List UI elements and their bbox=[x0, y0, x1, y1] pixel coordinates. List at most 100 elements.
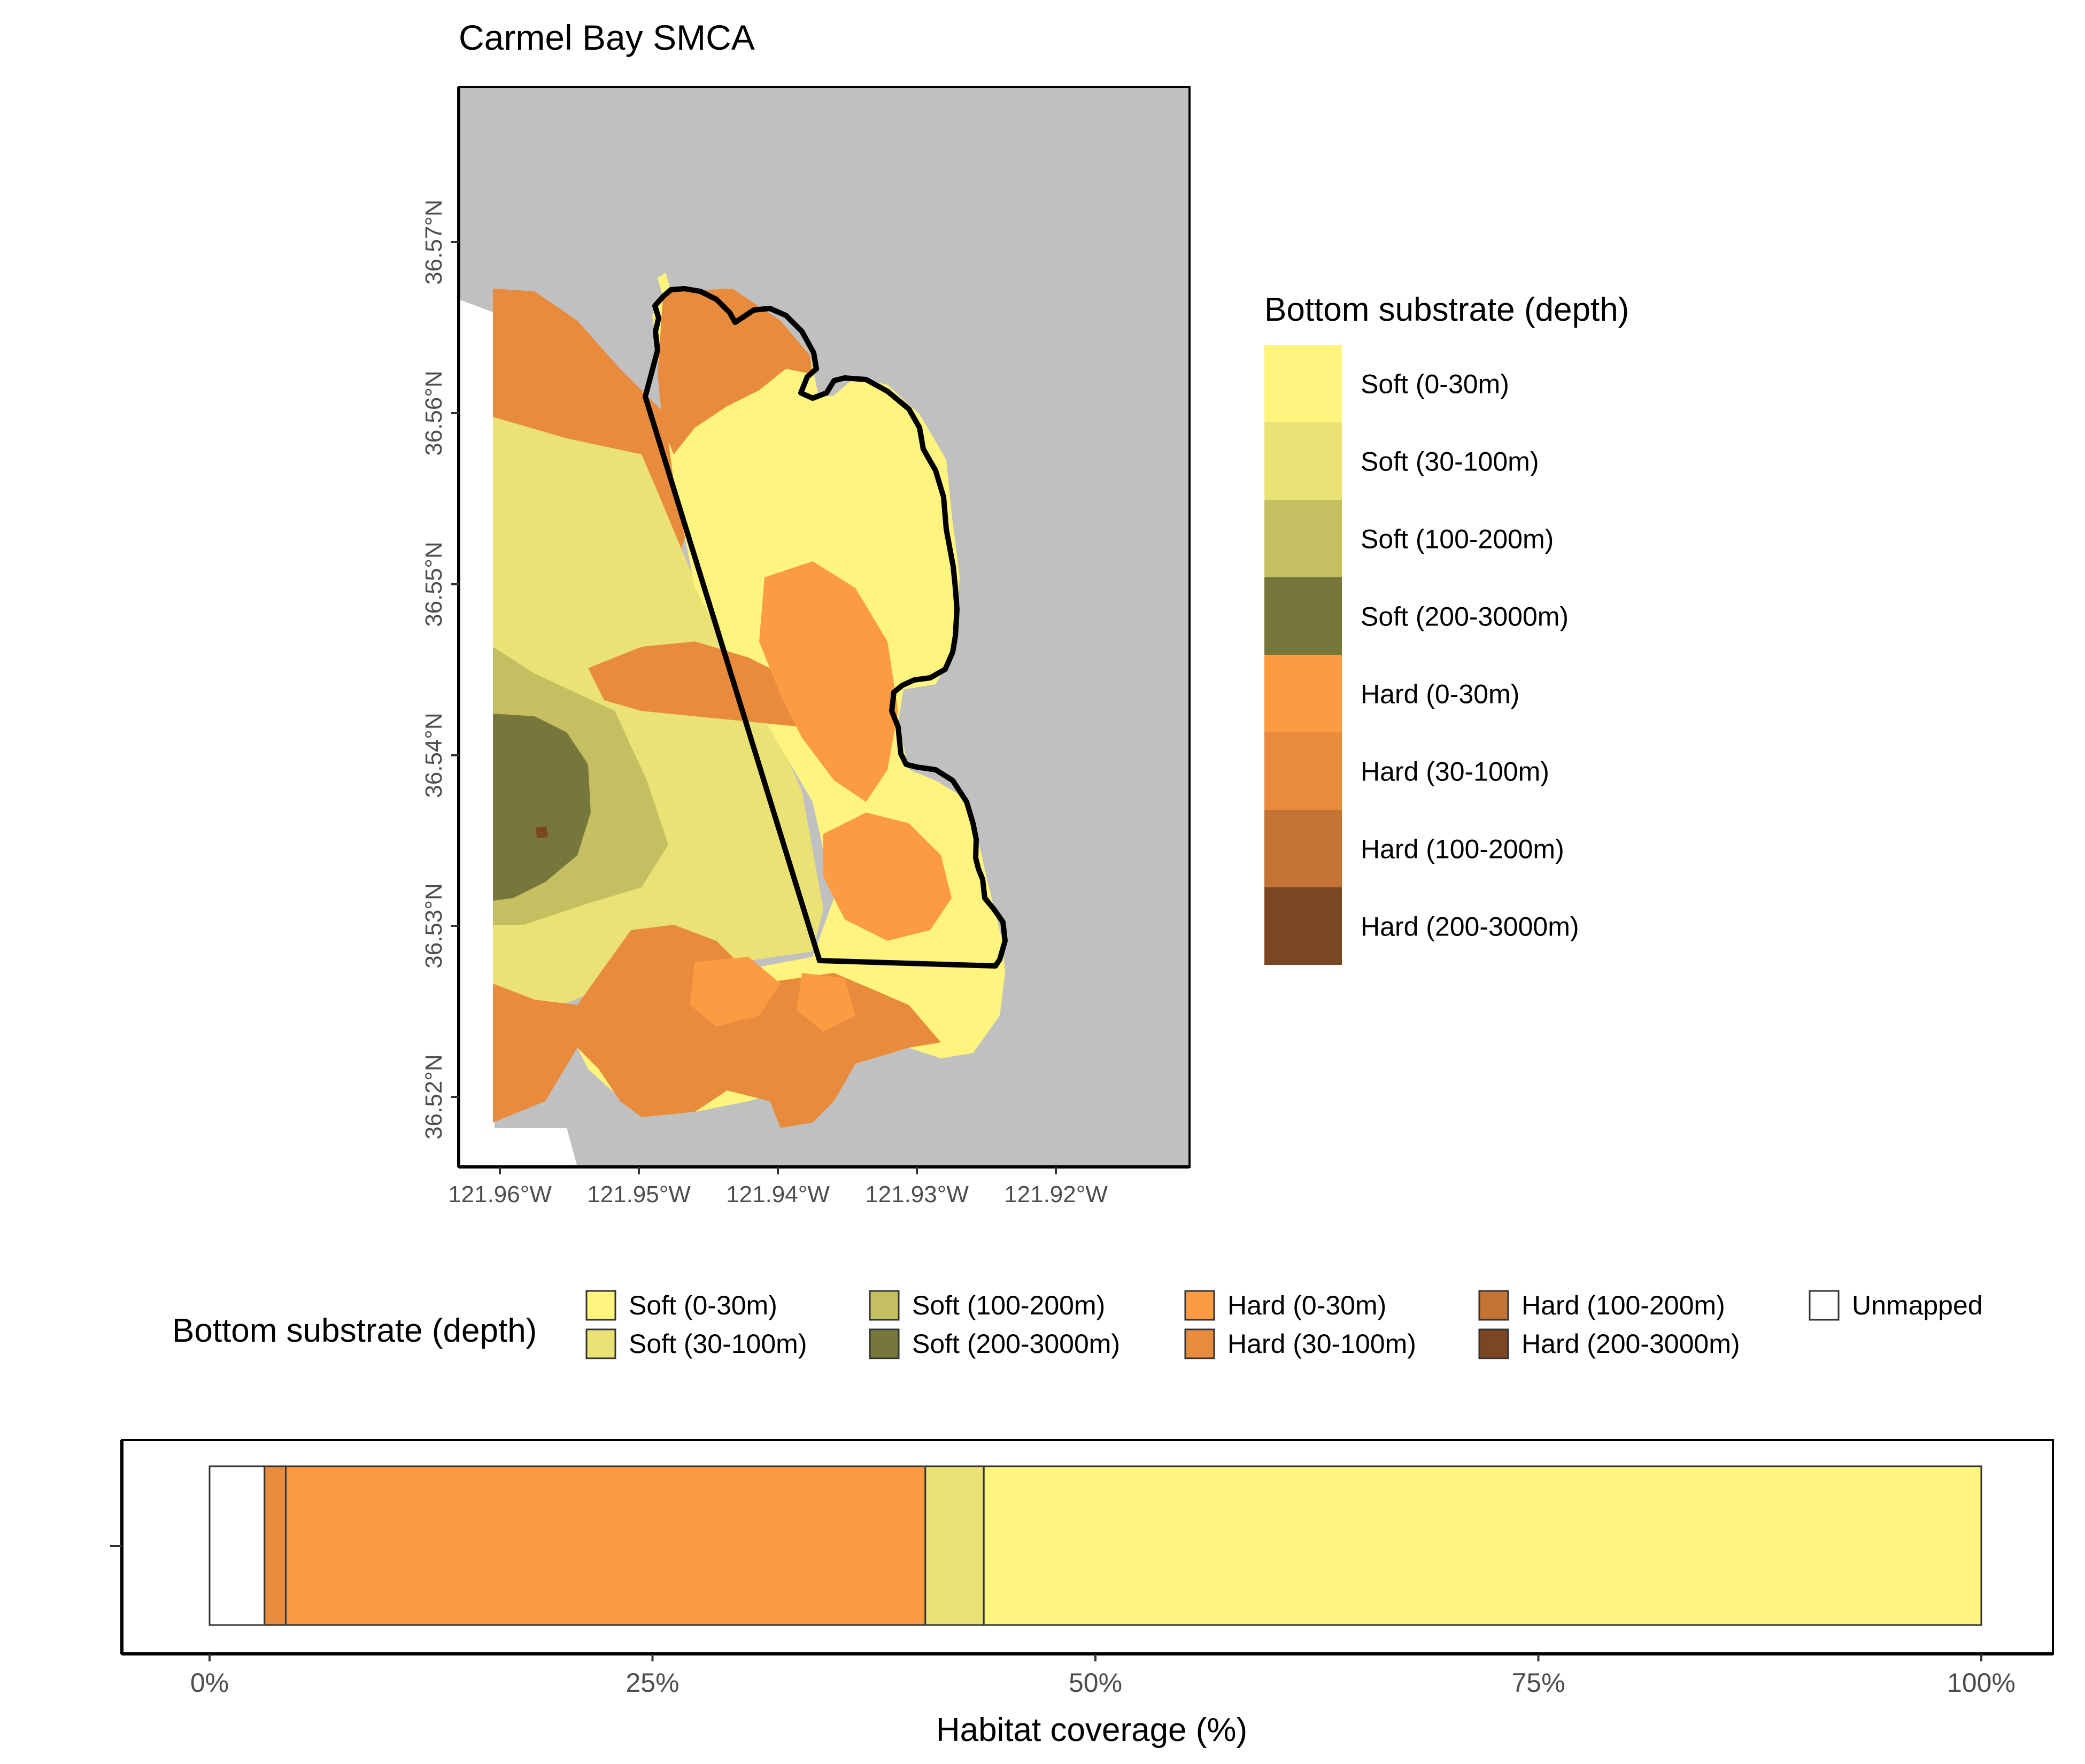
unmapped-area bbox=[459, 299, 577, 1167]
legend-right: Bottom substrate (depth) Soft (0-30m)Sof… bbox=[1264, 291, 1629, 965]
legend-bottom-item: Hard (100-200m) bbox=[1478, 1290, 1725, 1321]
lat-tick-label: 36.54°N bbox=[421, 713, 447, 798]
x-tick: 25% bbox=[626, 1654, 679, 1698]
legend-key bbox=[1264, 655, 1342, 732]
legend-right-item: Soft (30-100m) bbox=[1264, 422, 1539, 500]
lat-tick: 36.55°N bbox=[421, 541, 459, 627]
lon-tick: 121.93°W bbox=[865, 1167, 969, 1208]
legend-bottom-item: Soft (200-3000m) bbox=[869, 1328, 1120, 1359]
legend-bottom-item: Soft (100-200m) bbox=[869, 1290, 1105, 1321]
lon-tick: 121.95°W bbox=[587, 1167, 691, 1208]
legend-bottom-item: Hard (0-30m) bbox=[1184, 1290, 1386, 1321]
bar-segment[interactable] bbox=[924, 1465, 985, 1626]
legend-key bbox=[1809, 1290, 1840, 1321]
x-tick: 0% bbox=[190, 1654, 229, 1698]
lon-tick-label: 121.94°W bbox=[726, 1181, 830, 1208]
legend-label: Soft (30-100m) bbox=[1361, 447, 1539, 477]
bar-segment[interactable] bbox=[285, 1465, 926, 1626]
lat-tick: 36.52°N bbox=[421, 1054, 459, 1140]
legend-key bbox=[585, 1290, 616, 1321]
lon-axis: 121.96°W 121.95°W 121.94°W 121.93°W 121.… bbox=[448, 1167, 1108, 1208]
legend-label: Soft (30-100m) bbox=[629, 1329, 807, 1359]
legend-label: Hard (200-3000m) bbox=[1361, 912, 1579, 942]
legend-key bbox=[1264, 422, 1342, 500]
coverage-chart: 0% 25% 50% 75% 100% Habitat coverage (%) bbox=[110, 1439, 2054, 1748]
legend-label: Soft (0-30m) bbox=[1361, 369, 1509, 399]
lon-tick-label: 121.92°W bbox=[1004, 1181, 1108, 1208]
legend-key bbox=[1264, 887, 1342, 965]
lat-tick-label: 36.57°N bbox=[421, 199, 447, 284]
x-tick-label: 100% bbox=[1947, 1668, 2016, 1698]
lat-tick: 36.56°N bbox=[421, 370, 459, 456]
legend-key bbox=[1478, 1328, 1509, 1359]
lat-axis: 36.57°N 36.56°N 36.55°N 36.54°N 36.53°N … bbox=[421, 199, 459, 1140]
substrate-soft-200-3000 bbox=[493, 714, 591, 901]
lon-tick-label: 121.93°W bbox=[865, 1181, 969, 1208]
legend-key bbox=[1184, 1328, 1215, 1359]
legend-bottom: Bottom substrate (depth) Soft (0-30m)Sof… bbox=[172, 1290, 1983, 1359]
chart-x-label: Habitat coverage (%) bbox=[936, 1712, 1247, 1748]
legend-bottom-item: Hard (30-100m) bbox=[1184, 1328, 1416, 1359]
legend-bottom-item: Hard (200-3000m) bbox=[1478, 1328, 1740, 1359]
substrate-hard-200-3000-patch bbox=[536, 826, 548, 838]
legend-bottom-items: Soft (0-30m) Soft (30-100m) Soft (100-200m… bbox=[585, 1290, 1983, 1359]
bar-x-ticks: 0% 25% 50% 75% 100% bbox=[190, 1654, 2016, 1698]
legend-label: Hard (100-200m) bbox=[1522, 1290, 1725, 1320]
substrate-hard-central bbox=[588, 641, 834, 727]
legend-bottom-item: Soft (0-30m) bbox=[585, 1290, 777, 1321]
substrate-hard-bay-east bbox=[759, 561, 898, 802]
legend-label: Hard (30-100m) bbox=[1227, 1329, 1416, 1359]
bar-segment[interactable] bbox=[208, 1465, 266, 1626]
legend-key bbox=[1264, 345, 1342, 422]
legend-key bbox=[1478, 1290, 1509, 1321]
substrate-hard-bay-southeast bbox=[823, 813, 952, 941]
legend-key bbox=[869, 1290, 900, 1321]
legend-label: Soft (200-3000m) bbox=[1361, 602, 1569, 632]
legend-label: Hard (0-30m) bbox=[1361, 679, 1519, 709]
substrate-hard-shallow-north bbox=[658, 289, 813, 454]
legend-right-item: Soft (0-30m) bbox=[1264, 345, 1509, 422]
lat-tick-label: 36.52°N bbox=[421, 1054, 447, 1139]
x-tick: 100% bbox=[1947, 1654, 2016, 1698]
lat-tick: 36.57°N bbox=[421, 199, 459, 285]
legend-key bbox=[1184, 1290, 1215, 1321]
smca-boundary[interactable] bbox=[643, 286, 1008, 969]
legend-bottom-item: Soft (30-100m) bbox=[585, 1328, 807, 1359]
x-tick: 50% bbox=[1069, 1654, 1122, 1698]
lat-tick-label: 36.56°N bbox=[421, 370, 447, 455]
legend-label: Soft (100-200m) bbox=[912, 1290, 1105, 1320]
legend-label: Soft (100-200m) bbox=[1361, 524, 1554, 554]
legend-right-items: Soft (0-30m) Soft (30-100m) Soft (100-200m… bbox=[1264, 345, 1579, 965]
map-panel[interactable] bbox=[459, 87, 1190, 1167]
lat-tick: 36.53°N bbox=[421, 883, 459, 969]
substrate-hard-shallow-patches bbox=[690, 957, 855, 1032]
legend-right-title: Bottom substrate (depth) bbox=[1264, 291, 1629, 328]
legend-right-item: Hard (30-100m) bbox=[1264, 732, 1549, 810]
lat-tick-label: 36.55°N bbox=[421, 541, 447, 626]
legend-bottom-title: Bottom substrate (depth) bbox=[172, 1312, 537, 1349]
lon-tick: 121.94°W bbox=[726, 1167, 830, 1208]
legend-key bbox=[1264, 500, 1342, 577]
legend-right-item: Hard (100-200m) bbox=[1264, 810, 1564, 887]
substrate-layer bbox=[493, 273, 1005, 1128]
bar-segment[interactable] bbox=[983, 1465, 1982, 1626]
lon-tick-label: 121.96°W bbox=[448, 1181, 552, 1208]
legend-right-item: Hard (0-30m) bbox=[1264, 655, 1519, 732]
lon-tick-label: 121.95°W bbox=[587, 1181, 691, 1208]
legend-key bbox=[585, 1328, 616, 1359]
lat-tick-label: 36.53°N bbox=[421, 883, 447, 968]
bar-segment[interactable] bbox=[264, 1465, 287, 1626]
legend-label: Hard (200-3000m) bbox=[1522, 1329, 1740, 1359]
x-tick-label: 75% bbox=[1511, 1668, 1565, 1698]
x-tick: 75% bbox=[1511, 1654, 1565, 1698]
legend-label: Unmapped bbox=[1852, 1290, 1983, 1320]
x-tick-label: 25% bbox=[626, 1668, 679, 1698]
lat-tick: 36.54°N bbox=[421, 713, 459, 798]
legend-key bbox=[1264, 732, 1342, 810]
lon-tick: 121.96°W bbox=[448, 1167, 552, 1208]
legend-right-item: Soft (100-200m) bbox=[1264, 500, 1554, 577]
x-tick-label: 0% bbox=[190, 1668, 229, 1698]
legend-right-item: Hard (200-3000m) bbox=[1264, 887, 1579, 965]
legend-label: Soft (200-3000m) bbox=[912, 1329, 1120, 1359]
